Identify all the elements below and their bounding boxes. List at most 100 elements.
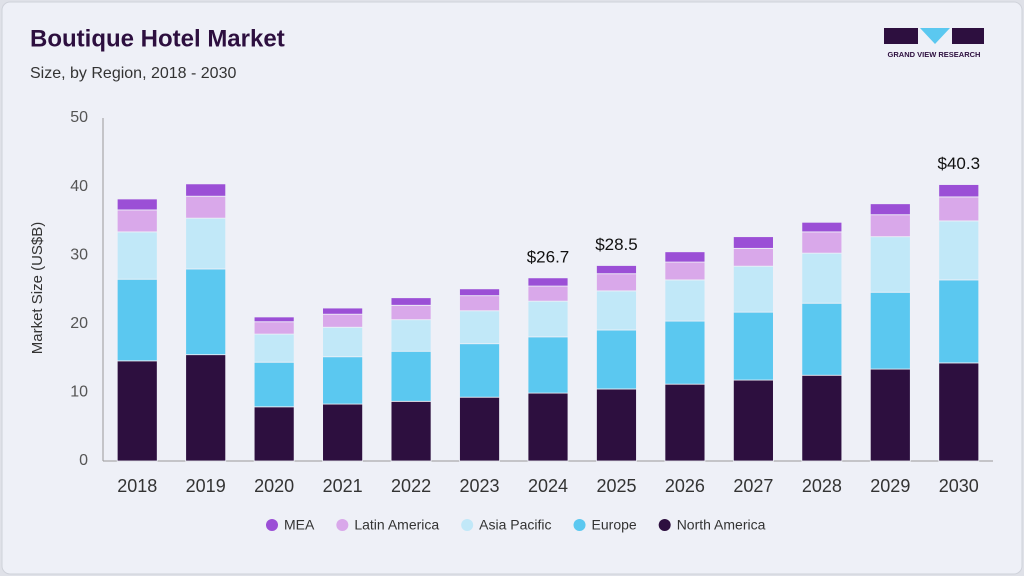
bar-segment [116, 198, 158, 211]
bar-segment [185, 217, 227, 270]
logo: GRAND VIEW RESEARCH [884, 28, 984, 59]
bar-segment [185, 195, 227, 219]
bar-segment [527, 336, 569, 394]
bar-segment [527, 300, 569, 338]
y-tick-label: 30 [70, 246, 88, 263]
chart-subtitle: Size, by Region, 2018 - 2030 [30, 65, 236, 82]
chart-title: Boutique Hotel Market [30, 25, 285, 52]
x-tick-label: 2024 [528, 476, 568, 496]
y-tick-label: 10 [70, 384, 88, 401]
legend-swatch [266, 519, 278, 531]
bar-segment [116, 209, 158, 233]
bar-segment [322, 356, 364, 405]
bar-segment [938, 279, 980, 364]
legend-swatch [461, 519, 474, 531]
x-tick-label: 2018 [117, 476, 157, 496]
bar-segment [596, 273, 637, 292]
legend-swatch [658, 519, 671, 531]
bar-segment [664, 383, 706, 462]
bar-segment [596, 329, 637, 390]
logo-text: GRAND VIEW RESEARCH [888, 50, 981, 59]
bar-segment [459, 288, 500, 297]
bar-segment [527, 277, 569, 287]
x-tick-label: 2026 [665, 476, 705, 496]
x-tick-label: 2028 [802, 476, 842, 496]
legend-label: Europe [592, 517, 637, 533]
legend-label: Latin America [354, 517, 439, 533]
bar-segment [801, 374, 843, 462]
bar-segment [253, 316, 295, 323]
bar-segment [938, 184, 980, 198]
x-tick-label: 2025 [596, 476, 636, 496]
bar-segment [459, 295, 500, 312]
bar-segment [869, 291, 911, 370]
bar-segment [938, 362, 980, 462]
bar-segment [664, 279, 706, 322]
logo-block [884, 28, 918, 44]
legend-label: MEA [284, 517, 315, 533]
bar-segment [801, 231, 843, 254]
bar-segment [185, 354, 227, 462]
bar-segment [322, 326, 364, 358]
bar-segment [801, 252, 843, 304]
bar-segment [596, 388, 637, 462]
bar-segment [253, 361, 295, 408]
bar-segment [116, 278, 158, 362]
bar-segment [596, 265, 637, 275]
bar-segment [116, 231, 158, 280]
bar-segment [253, 333, 295, 363]
bar-segment [664, 320, 706, 385]
x-tick-label: 2019 [186, 476, 226, 496]
y-axis-label: Market Size (US$B) [29, 222, 46, 355]
x-tick-label: 2029 [870, 476, 910, 496]
bar-segment [596, 290, 637, 331]
bar-segment [869, 236, 911, 293]
bar-segment [390, 350, 432, 402]
total-label: $28.5 [595, 235, 638, 254]
bar-segment [732, 236, 774, 249]
bar-segment [459, 310, 500, 345]
bar-segment [459, 396, 500, 462]
x-tick-label: 2030 [939, 476, 979, 496]
bar-segment [527, 392, 569, 462]
bar-segment [322, 307, 364, 315]
bar-segment [390, 297, 432, 306]
bar-segment [459, 343, 500, 398]
bar-segment [390, 319, 432, 352]
y-tick-label: 40 [70, 178, 88, 195]
bar-segment [390, 400, 432, 462]
logo-block [920, 28, 950, 44]
bar-segment [869, 203, 911, 216]
bar-segment [664, 251, 706, 263]
bar-segment [801, 302, 843, 376]
bar-segment [253, 406, 295, 462]
bar-segment [938, 196, 980, 222]
bar-segment [322, 313, 364, 328]
bar-segment [185, 183, 227, 197]
total-label: $26.7 [527, 247, 570, 266]
legend-swatch [336, 519, 349, 531]
legend-label: Asia Pacific [479, 517, 551, 533]
bar-segment [322, 403, 364, 462]
bar-segment [732, 311, 774, 381]
x-tick-label: 2021 [323, 476, 363, 496]
x-tick-label: 2022 [391, 476, 431, 496]
total-label: $40.3 [937, 154, 980, 173]
x-tick-label: 2027 [733, 476, 773, 496]
bar-segment [527, 285, 569, 302]
bar-segment [732, 265, 774, 313]
bar-segment [116, 360, 158, 462]
bar-segment [185, 268, 227, 356]
legend-swatch [573, 519, 586, 531]
bar-segment [390, 304, 432, 321]
y-tick-label: 50 [70, 109, 88, 126]
bar-segment [253, 321, 295, 335]
logo-block [952, 28, 984, 44]
y-tick-label: 20 [70, 315, 88, 332]
bar-segment [801, 221, 843, 233]
bar-segment [938, 220, 980, 281]
y-tick-label: 0 [79, 452, 88, 469]
legend-label: North America [677, 517, 766, 533]
